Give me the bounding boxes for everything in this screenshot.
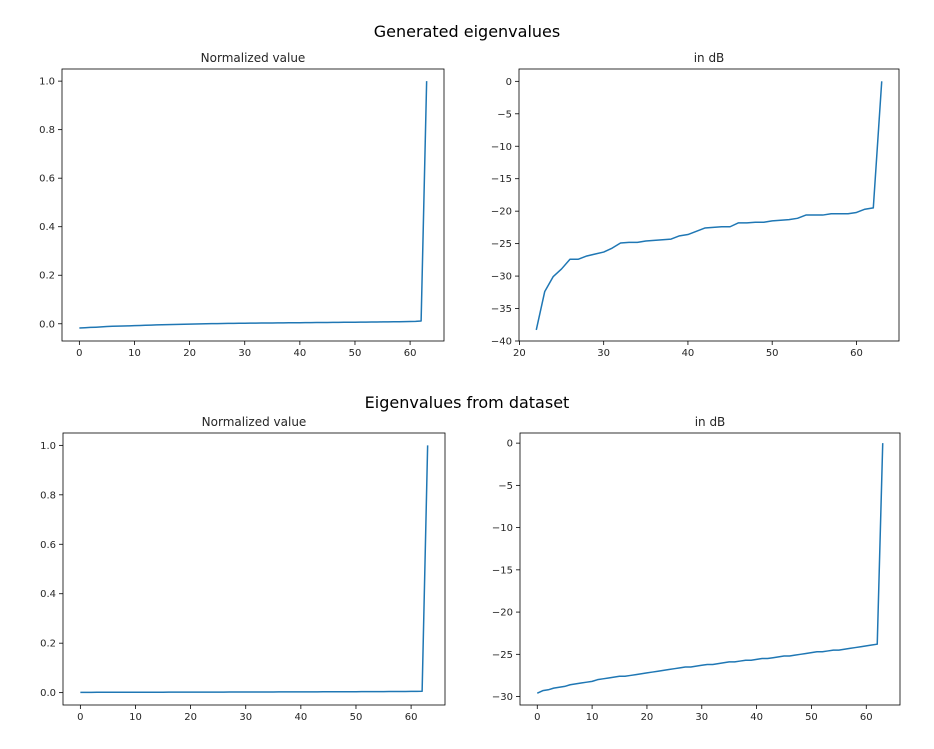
axes-frame (61, 68, 445, 342)
y-tick-label: 0.2 (40, 639, 56, 650)
x-tick-label: 50 (349, 348, 362, 359)
y-tick-label: 0.8 (39, 125, 55, 136)
x-tick-label: 10 (129, 712, 142, 723)
y-tick-label: 0.8 (40, 490, 56, 501)
chart-generated-db: in dB 20 30 40 50 60 −40 −35 −30 −25 −20 −15 −10 −5 0 (491, 51, 900, 359)
y-tick-label: 0.4 (40, 589, 56, 600)
x-tick-label: 40 (294, 712, 307, 723)
x-tick-label: 20 (513, 348, 526, 359)
chart-dataset-normalized: Normalized value 0 10 20 30 40 50 60 0.0 0.2 0.4 0.… (40, 415, 446, 723)
chart-generated-normalized: Normalized value 0 10 20 30 40 50 60 0.0 0.2 0.4 0.… (39, 51, 445, 359)
x-tick-label: 40 (293, 348, 306, 359)
subplot-title: Normalized value (202, 415, 307, 429)
x-tick-label: 20 (641, 712, 654, 723)
series-line (536, 443, 884, 694)
y-tick-label: 1.0 (40, 441, 56, 452)
y-tick-label: −30 (492, 692, 513, 703)
y-tick-label: 0.6 (39, 174, 55, 185)
y-tick-label: 0 (507, 439, 513, 450)
y-tick-label: 1.0 (39, 77, 55, 88)
y-tick-label: −40 (491, 337, 512, 348)
x-tick-label: 40 (682, 348, 695, 359)
y-tick-label: −20 (491, 207, 512, 218)
x-tick-label: 50 (766, 348, 779, 359)
y-tick-label: −10 (492, 523, 513, 534)
x-tick-label: 60 (850, 348, 863, 359)
x-tick-label: 30 (239, 712, 252, 723)
x-tick-label: 30 (695, 712, 708, 723)
series-line (79, 81, 428, 329)
y-tick-label: 0 (506, 77, 512, 88)
x-tick-label: 10 (586, 712, 599, 723)
axes-frame (519, 432, 901, 706)
axes-frame (518, 68, 900, 342)
x-tick-label: 60 (860, 712, 873, 723)
series-line (80, 445, 429, 694)
y-tick-label: −20 (492, 608, 513, 619)
x-tick-label: 30 (597, 348, 610, 359)
y-tick-label: 0.6 (40, 540, 56, 551)
y-tick-label: −30 (491, 272, 512, 283)
x-tick-label: 10 (128, 348, 141, 359)
x-tick-label: 50 (350, 712, 363, 723)
y-tick-label: 0.0 (40, 688, 56, 699)
subplot-title: in dB (694, 51, 725, 65)
y-tick-label: −10 (491, 142, 512, 153)
subplot-title: in dB (695, 415, 726, 429)
y-tick-label: −5 (498, 481, 513, 492)
y-tick-label: −25 (492, 650, 513, 661)
y-tick-label: −15 (491, 174, 512, 185)
subplot-title: Normalized value (201, 51, 306, 65)
x-tick-label: 20 (183, 348, 196, 359)
x-tick-label: 60 (405, 712, 418, 723)
x-tick-label: 0 (76, 348, 82, 359)
figure-suptitle-dataset: Eigenvalues from dataset (364, 393, 570, 412)
series-line (535, 81, 883, 331)
y-tick-label: −25 (491, 239, 512, 250)
x-tick-label: 60 (404, 348, 417, 359)
y-tick-label: 0.4 (39, 222, 55, 233)
x-tick-label: 20 (184, 712, 197, 723)
y-tick-label: 0.2 (39, 271, 55, 282)
y-tick-label: −15 (492, 565, 513, 576)
figure-suptitle-generated: Generated eigenvalues (373, 22, 561, 41)
axes-frame (62, 432, 446, 706)
x-tick-label: 0 (534, 712, 540, 723)
x-tick-label: 40 (750, 712, 763, 723)
chart-dataset-db: in dB 0 10 20 30 40 50 60 −30 −25 −20 −15 −10 −5 0 (492, 415, 901, 723)
x-tick-label: 50 (805, 712, 818, 723)
x-tick-label: 0 (77, 712, 83, 723)
y-tick-label: −5 (497, 109, 512, 120)
y-tick-label: 0.0 (39, 319, 55, 330)
x-tick-label: 30 (238, 348, 251, 359)
y-tick-label: −35 (491, 304, 512, 315)
